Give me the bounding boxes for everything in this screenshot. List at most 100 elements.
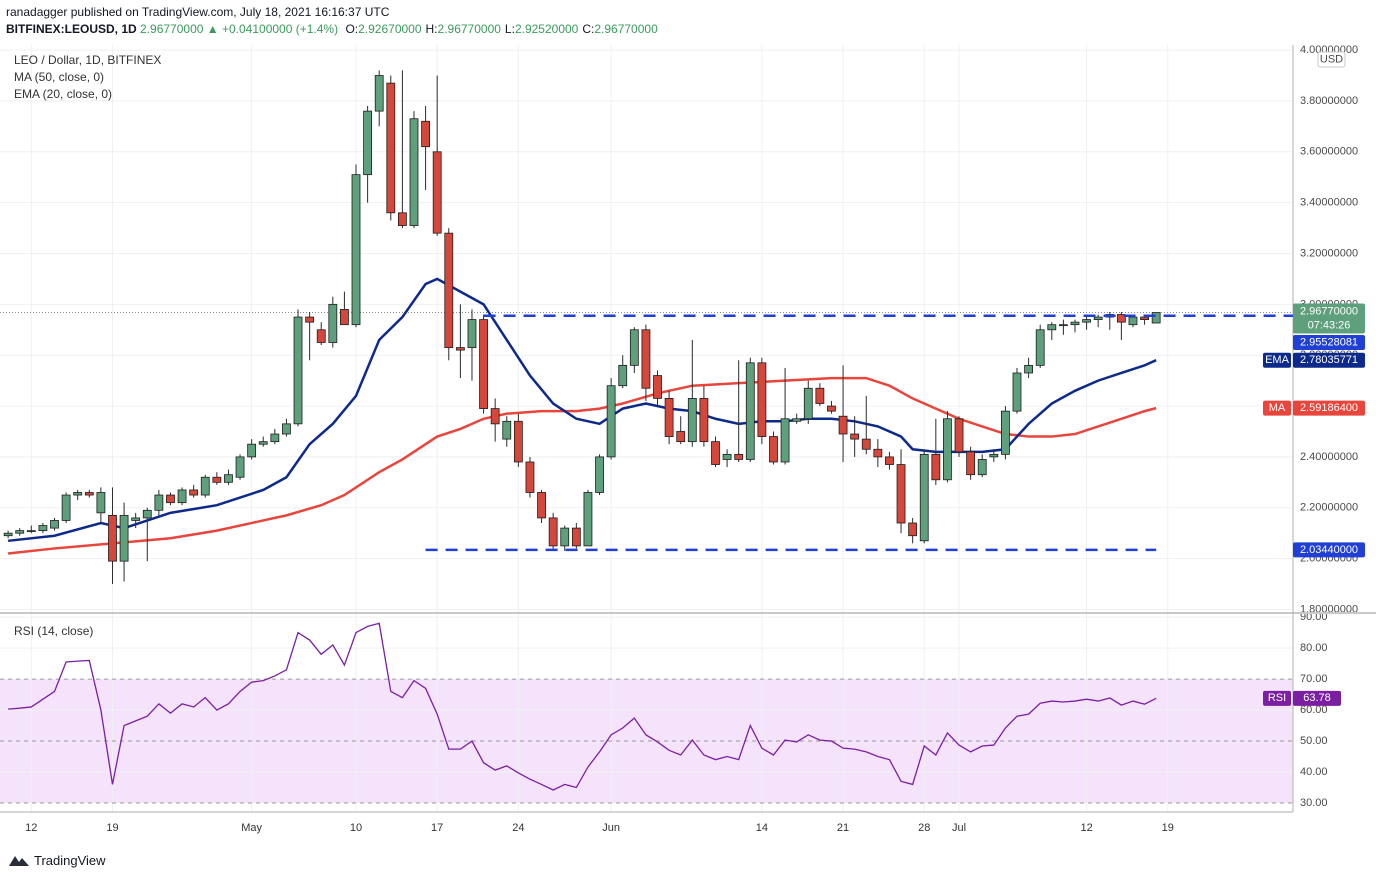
candle-body [1058,324,1068,327]
candle-body [490,408,500,425]
candle-body [142,509,152,519]
candle-body [200,476,210,496]
candle-body [3,532,13,537]
candle-body [583,492,593,547]
candle-body [502,420,512,440]
rsi-value-box [1293,690,1341,706]
candle-body [513,420,523,463]
y-tick-label: 3.40000000 [1300,197,1358,209]
candle-body [803,387,813,420]
candle-body [1116,314,1126,323]
legend-ma: MA (50, close, 0) [14,70,105,84]
candle-body [943,418,952,481]
candle-body [50,520,59,529]
last-price-label: 2.96770000 [1300,305,1358,317]
candle-body [340,309,349,326]
x-tick-label: 28 [918,822,930,834]
rsi-line [8,622,1157,791]
candle-body [966,451,976,476]
candle-body [432,151,442,234]
candle-body [455,347,465,351]
candle-body [769,436,778,463]
rsi-tick-label: 70.00 [1300,673,1328,685]
indicator-value-box [1293,400,1365,416]
candle-body [467,319,477,348]
publish-line: ranadagger published on TradingView.com,… [6,5,389,19]
candle-body [409,118,419,226]
candle-body [363,110,373,176]
rsi-tag-box [1263,690,1291,706]
candle-body [270,433,280,443]
x-tick-label: 14 [756,822,768,834]
candle-body [838,415,848,435]
candle-body [1128,316,1138,326]
candle-body [1093,316,1103,321]
x-tick-label: Jun [602,822,620,834]
candle-body [15,530,25,534]
candle-body [397,212,407,226]
candle-body [374,75,384,112]
candle-body [316,329,326,343]
candle-body [931,453,941,481]
candle-body [293,316,303,425]
candle-body [908,522,918,537]
rsi-band [0,679,1293,804]
candle-body [96,492,106,514]
ohlc-value: 2.92670000 [358,22,422,36]
candle-body [629,329,639,366]
candle-body [282,423,291,435]
rsi-value: 63.78 [1303,692,1331,704]
countdown-label: 07:43:26 [1308,319,1351,331]
ohlc-key: H: [425,22,438,36]
x-tick-label: 24 [512,822,524,834]
candle-body [1024,364,1034,374]
currency-box [1317,51,1346,68]
candle-body [745,362,755,460]
candle-body [618,364,628,387]
candle-body [73,492,83,496]
candle-body [977,459,987,476]
candle-body [954,418,964,453]
y-tick-label: 2.20000000 [1300,502,1358,514]
candle-body [885,456,894,465]
brand-logo [9,856,29,866]
rsi-tag: RSI [1268,692,1286,704]
indicator-value: 2.78035771 [1300,354,1358,366]
indicator-tag-box [1263,400,1291,416]
candle-body [444,232,454,348]
candle-body [1082,319,1091,323]
level-label: 2.95528081 [1300,336,1358,348]
candle-body [757,362,767,437]
candle-body [119,514,129,562]
y-tick-label: 2.40000000 [1300,451,1358,463]
candle-body [827,405,836,412]
legend-rsi: RSI (14, close) [14,624,94,638]
ohlc: O:2.92670000 H:2.96770000 L:2.92520000 C:2.… [341,22,657,36]
candle-body [896,464,906,524]
candle-body [351,174,361,326]
level-label: 2.03440000 [1300,544,1358,556]
indicator-tag-box [1263,352,1291,368]
candle-body [1047,324,1057,331]
rsi-tick-label: 50.00 [1300,735,1328,747]
candle-body [386,82,396,214]
candle-body [212,476,222,483]
candle-body [664,398,674,437]
candle-body [687,398,697,443]
ohlc-value: 2.96770000 [594,22,658,36]
candle-body [560,527,570,547]
brand: TradingView [8,852,106,868]
rsi-tick-label: 90.00 [1300,611,1328,623]
rsi-tick-label: 60.00 [1300,704,1328,716]
candle-body [1001,410,1010,455]
candle-body [1151,312,1161,324]
candle-body [328,303,338,343]
last-price-box [1293,303,1365,334]
level-label-box [1293,542,1365,558]
candle-body [1140,316,1149,321]
candle-body [525,461,535,493]
symbol-line: BITFINEX:LEOUSD, 1D 2.96770000 ▲ +0.0410… [6,22,658,36]
ohlc-value: 2.92520000 [514,22,579,36]
legend-title: LEO / Dollar, 1D, BITFINEX [14,53,162,67]
